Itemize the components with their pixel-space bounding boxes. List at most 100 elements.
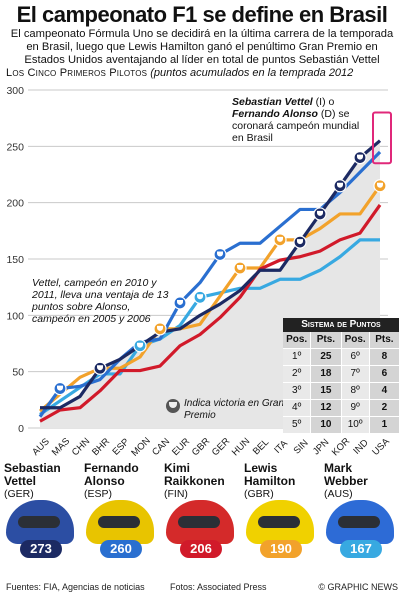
x-tick-label-kor: KOR [330,436,352,458]
points-cell: Pos. [341,332,370,348]
points-cell: 15 [311,383,342,399]
visor [178,516,220,528]
x-tick-label-mas: MAS [50,436,72,458]
visor [98,516,140,528]
x-tick-label-usa: USA [370,436,392,458]
crown-text-1: (I) o [315,96,335,108]
points-cell: Pts. [369,332,399,348]
helmet-icon [326,500,394,544]
driver-card: Mark Webber (AUS) 167 [324,461,400,558]
drivers-row: Sebastian Vettel (GER) 273 Fernando Alonso (ES… [0,462,404,582]
driver-country: (AUS) [324,488,353,500]
driver-first-name: Mark [324,461,353,475]
driver-first-name: Fernando [84,461,139,475]
decider-box [372,111,392,165]
driver-card: Fernando Alonso (ESP) 260 [84,461,160,558]
points-cell: Pos. [283,332,312,348]
driver-last-name: Alonso [84,474,125,488]
page-title: El campeonato F1 se define en Brasil [16,2,388,27]
x-tick-label-bhr: BHR [90,436,112,458]
series-line-webber [39,238,380,416]
driver-country: (GER) [4,488,34,500]
x-tick-label-jpn: JPN [311,437,332,458]
points-cell: 8º [341,383,370,399]
points-cell: 2 [369,400,399,416]
points-cell: 1 [369,417,399,433]
x-tick-label-aus: AUS [30,436,52,458]
visor [338,516,380,528]
win-trophy-alonso-eur [177,299,183,305]
helmet-icon [246,500,314,544]
x-tick-label-can: CAN [150,436,172,458]
vettel-annotation: Vettel, campeón en 2010 y 2011, lleva un… [32,277,169,325]
driver-card: Lewis Hamilton (GBR) 190 [244,461,320,558]
win-trophy-webber-mon [137,342,143,348]
points-cell: 7º [341,366,370,382]
crown-text-2: (D) se coronará campeón mundial en Brasi… [232,108,360,144]
points-cell: Pts. [311,332,342,348]
points-row: 5º 10 10º 1 [283,417,399,434]
points-cell: 9º [341,400,370,416]
win-legend: Indica victoria en Gran Premio [184,398,285,421]
points-cell: 8 [369,349,399,365]
win-trophy-hamilton-can [157,325,163,331]
visor [258,516,300,528]
driver-country: (FIN) [164,488,188,500]
y-tick-label-250: 250 [6,141,24,153]
driver-country: (ESP) [84,488,113,500]
visor [18,516,60,528]
points-row: 3º 15 8º 4 [283,383,399,400]
crown-annotation: Sebastian Vettel (I) o Fernando Alonso (… [232,96,372,144]
chart-header-label: Los Cinco Primeros Pilotos [6,67,148,79]
points-cell: 10º [341,417,370,433]
x-tick-label-ind: IND [351,437,370,456]
win-trophy-vettel-jpn [317,210,323,216]
x-tick-label-bel: BEL [251,437,271,457]
helmet-icon [166,500,234,544]
win-trophy-alonso-mas [57,385,63,391]
x-tick-label-esp: ESP [110,436,131,457]
x-tick-label-ita: ITA [272,438,290,456]
trophy-icon [166,399,180,413]
driver-last-name: Hamilton [244,474,296,488]
crown-name-alonso: Fernando Alonso [232,108,318,120]
points-cell: 4º [283,400,312,416]
win-trophy-hamilton-hun [237,265,243,271]
points-cell: 1º [283,349,312,365]
helmet-icon [6,500,74,544]
graphic-news-logo: © GRAPHIC NEWS [318,582,398,592]
points-cell: 10 [311,417,342,433]
win-trophy-vettel-ind [357,154,363,160]
subtitle: El campeonato Fórmula Uno se decidirá en… [10,28,394,66]
driver-first-name: Lewis [244,461,278,475]
points-header-row: Pos. Pts. Pos. Pts. [283,332,399,349]
points-system-table: Pos. Pts. Pos. Pts. 1º 25 6º 8 2º 18 7º 6 3º 15 8º 4 4º 1… [283,332,399,434]
chart-header: Los Cinco Primeros Pilotos (puntos acumu… [6,67,353,79]
points-badge: 260 [100,540,142,558]
y-tick-label-0: 0 [18,423,24,435]
x-tick-label-ger: GER [210,436,232,458]
points-cell: 18 [311,366,342,382]
driver-first-name: Kimi [164,461,191,475]
points-cell: 6 [369,366,399,382]
points-cell: 2º [283,366,312,382]
driver-card: Kimi Raikkonen (FIN) 206 [164,461,240,558]
points-cell: 4 [369,383,399,399]
x-tick-label-eur: EUR [170,436,192,458]
footer-sources: Fuentes: FIA, Agencias de noticias [6,582,145,592]
win-trophy-alonso-ger [217,251,223,257]
x-tick-label-gbr: GBR [190,436,212,458]
points-row: 1º 25 6º 8 [283,349,399,366]
points-row: 4º 12 9º 2 [283,400,399,417]
points-row: 2º 18 7º 6 [283,366,399,383]
points-cell: 25 [311,349,342,365]
points-badge: 190 [260,540,302,558]
points-badge: 273 [20,540,62,558]
x-tick-label-mon: MON [129,435,153,459]
series-line-raikkonen [39,203,382,423]
points-badge: 167 [340,540,382,558]
win-trophy-hamilton-ita [277,236,283,242]
helmet-icon [86,500,154,544]
x-tick-label-chn: CHN [70,436,92,458]
points-cell: 6º [341,349,370,365]
